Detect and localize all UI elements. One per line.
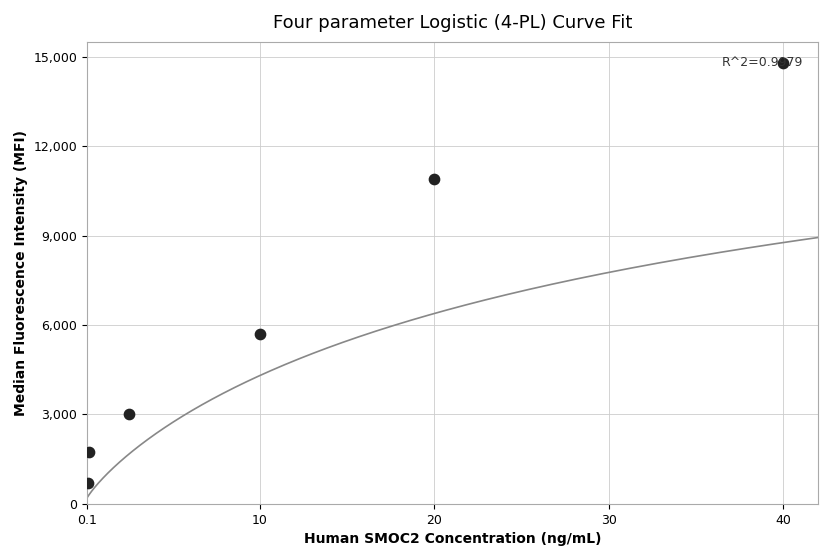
Point — [81, 478, 94, 487]
Point — [122, 410, 136, 419]
X-axis label: Human SMOC2 Concentration (ng/mL): Human SMOC2 Concentration (ng/mL) — [304, 532, 602, 546]
Point — [428, 174, 441, 183]
Title: Four parameter Logistic (4-PL) Curve Fit: Four parameter Logistic (4-PL) Curve Fit — [273, 14, 632, 32]
Point — [82, 447, 96, 456]
Y-axis label: Median Fluorescence Intensity (MFI): Median Fluorescence Intensity (MFI) — [14, 130, 28, 416]
Text: R^2=0.9979: R^2=0.9979 — [722, 55, 804, 69]
Point — [776, 58, 790, 67]
Point — [253, 329, 266, 338]
